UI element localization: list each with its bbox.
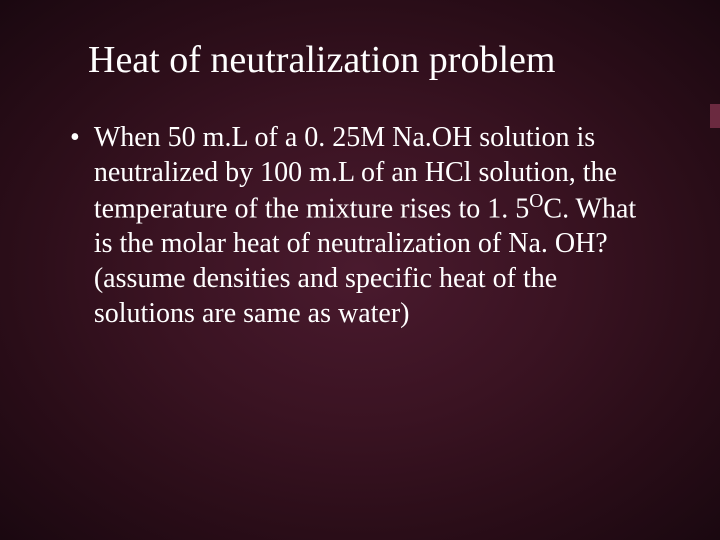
- bullet-icon: •: [70, 124, 80, 152]
- degree-superscript: O: [529, 191, 543, 212]
- slide-container: Heat of neutralization problem • When 50…: [0, 0, 720, 540]
- slide-content: • When 50 m.L of a 0. 25M Na.OH solution…: [70, 120, 650, 331]
- edge-marker: [710, 104, 720, 128]
- slide-body-text: When 50 m.L of a 0. 25M Na.OH solution i…: [94, 120, 650, 331]
- slide-title: Heat of neutralization problem: [88, 38, 650, 82]
